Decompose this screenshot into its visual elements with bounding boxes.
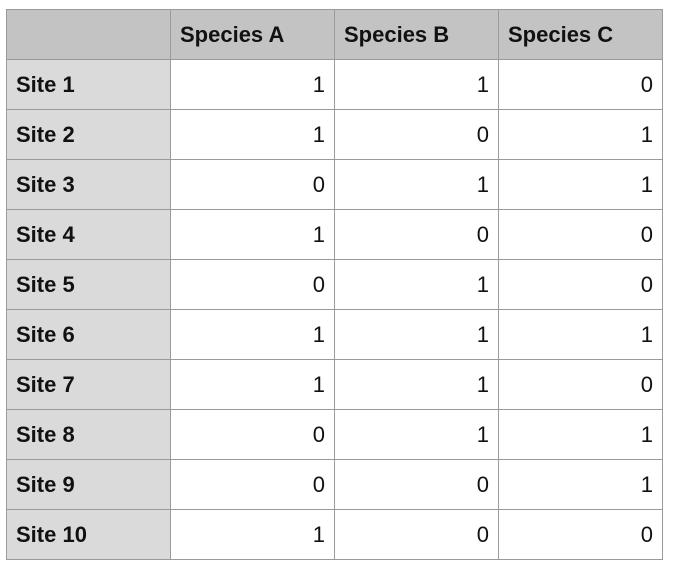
cell: 0 <box>334 209 499 260</box>
cell: 1 <box>334 259 499 310</box>
cell: 1 <box>170 109 335 160</box>
cell: 0 <box>498 509 663 560</box>
row-header: Site 4 <box>6 209 171 260</box>
cell: 0 <box>170 259 335 310</box>
cell: 1 <box>498 459 663 510</box>
column-header: Species B <box>334 9 499 60</box>
cell: 0 <box>334 459 499 510</box>
cell: 1 <box>498 159 663 210</box>
table-head: Species A Species B Species C <box>6 9 663 60</box>
cell: 1 <box>334 309 499 360</box>
row-header: Site 8 <box>6 409 171 460</box>
cell: 1 <box>334 359 499 410</box>
cell: 0 <box>170 409 335 460</box>
table-row: Site 10 1 0 0 <box>6 509 663 560</box>
row-header: Site 7 <box>6 359 171 410</box>
cell: 0 <box>498 209 663 260</box>
cell: 1 <box>498 109 663 160</box>
cell: 1 <box>170 359 335 410</box>
column-header: Species C <box>498 9 663 60</box>
row-header: Site 2 <box>6 109 171 160</box>
cell: 0 <box>498 59 663 110</box>
cell: 0 <box>170 459 335 510</box>
corner-cell <box>6 9 171 60</box>
cell: 1 <box>334 59 499 110</box>
table-body: Site 1 1 1 0 Site 2 1 0 1 Site 3 0 1 1 Site 4 1 0 0 Site… <box>6 59 663 560</box>
cell: 1 <box>498 309 663 360</box>
cell: 0 <box>334 509 499 560</box>
row-header: Site 5 <box>6 259 171 310</box>
cell: 0 <box>334 109 499 160</box>
row-header: Site 3 <box>6 159 171 210</box>
cell: 1 <box>498 409 663 460</box>
row-header: Site 10 <box>6 509 171 560</box>
cell: 0 <box>170 159 335 210</box>
cell: 0 <box>498 259 663 310</box>
cell: 1 <box>170 509 335 560</box>
column-header: Species A <box>170 9 335 60</box>
row-header: Site 9 <box>6 459 171 510</box>
row-header: Site 6 <box>6 309 171 360</box>
row-header: Site 1 <box>6 59 171 110</box>
cell: 0 <box>498 359 663 410</box>
cell: 1 <box>334 409 499 460</box>
cell: 1 <box>170 309 335 360</box>
cell: 1 <box>170 209 335 260</box>
header-row: Species A Species B Species C <box>6 9 663 60</box>
cell: 1 <box>334 159 499 210</box>
data-table: Species A Species B Species C Site 1 1 1 0 Sit… <box>6 9 663 560</box>
cell: 1 <box>170 59 335 110</box>
